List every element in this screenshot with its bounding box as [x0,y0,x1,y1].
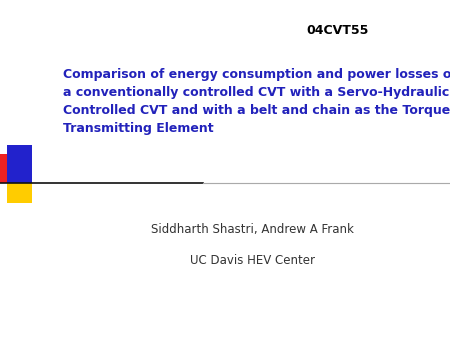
Bar [7,145,32,183]
Text: Siddharth Shastri, Andrew A Frank: Siddharth Shastri, Andrew A Frank [151,223,353,236]
Bar [0,154,17,183]
Text: Comparison of energy consumption and power losses of
a conventionally controlled: Comparison of energy consumption and pow… [63,68,450,135]
Text: UC Davis HEV Center: UC Davis HEV Center [189,254,315,266]
Bar [7,181,32,203]
Text: 04CVT55: 04CVT55 [306,24,369,37]
